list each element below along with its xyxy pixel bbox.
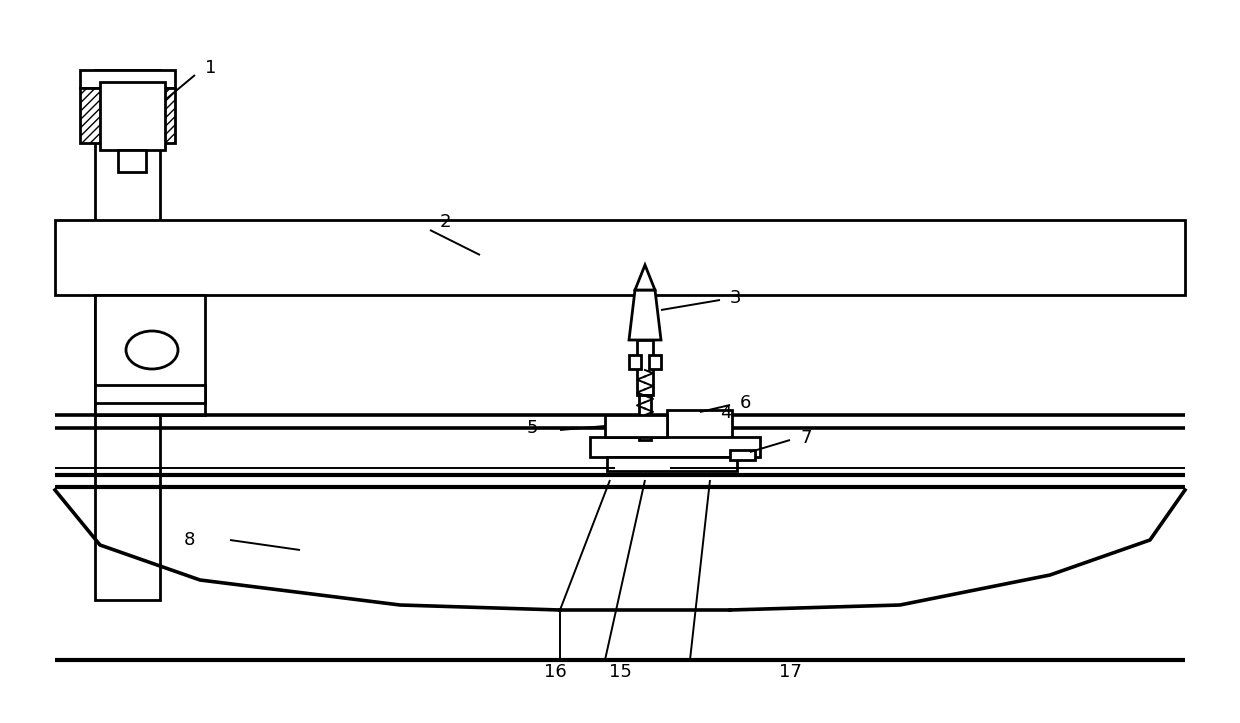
Bar <box>81 88 122 143</box>
Bar <box>667 410 732 445</box>
Text: 15: 15 <box>609 663 631 681</box>
Bar <box>639 395 651 440</box>
Bar <box>95 295 205 415</box>
Bar <box>590 437 760 457</box>
Text: 4: 4 <box>720 404 732 422</box>
Text: 16: 16 <box>543 663 567 681</box>
Ellipse shape <box>126 331 179 369</box>
Text: 7: 7 <box>800 429 811 447</box>
Bar <box>118 150 146 172</box>
Bar <box>153 88 175 143</box>
Bar <box>608 457 737 471</box>
Text: 2: 2 <box>440 213 451 231</box>
Bar <box>637 340 653 395</box>
Bar <box>629 355 641 369</box>
Bar <box>730 450 755 460</box>
Text: 17: 17 <box>779 663 801 681</box>
Bar <box>81 70 175 88</box>
Text: 5: 5 <box>527 419 538 437</box>
Bar <box>95 70 160 600</box>
Polygon shape <box>635 265 655 290</box>
Text: 6: 6 <box>740 394 751 412</box>
Bar <box>649 355 661 369</box>
Text: 3: 3 <box>730 289 742 307</box>
Bar <box>95 385 205 403</box>
Bar <box>55 220 1185 295</box>
Text: 1: 1 <box>205 59 216 77</box>
Bar <box>605 415 667 437</box>
Polygon shape <box>629 290 661 340</box>
Bar <box>100 82 165 150</box>
Text: 8: 8 <box>184 531 195 549</box>
